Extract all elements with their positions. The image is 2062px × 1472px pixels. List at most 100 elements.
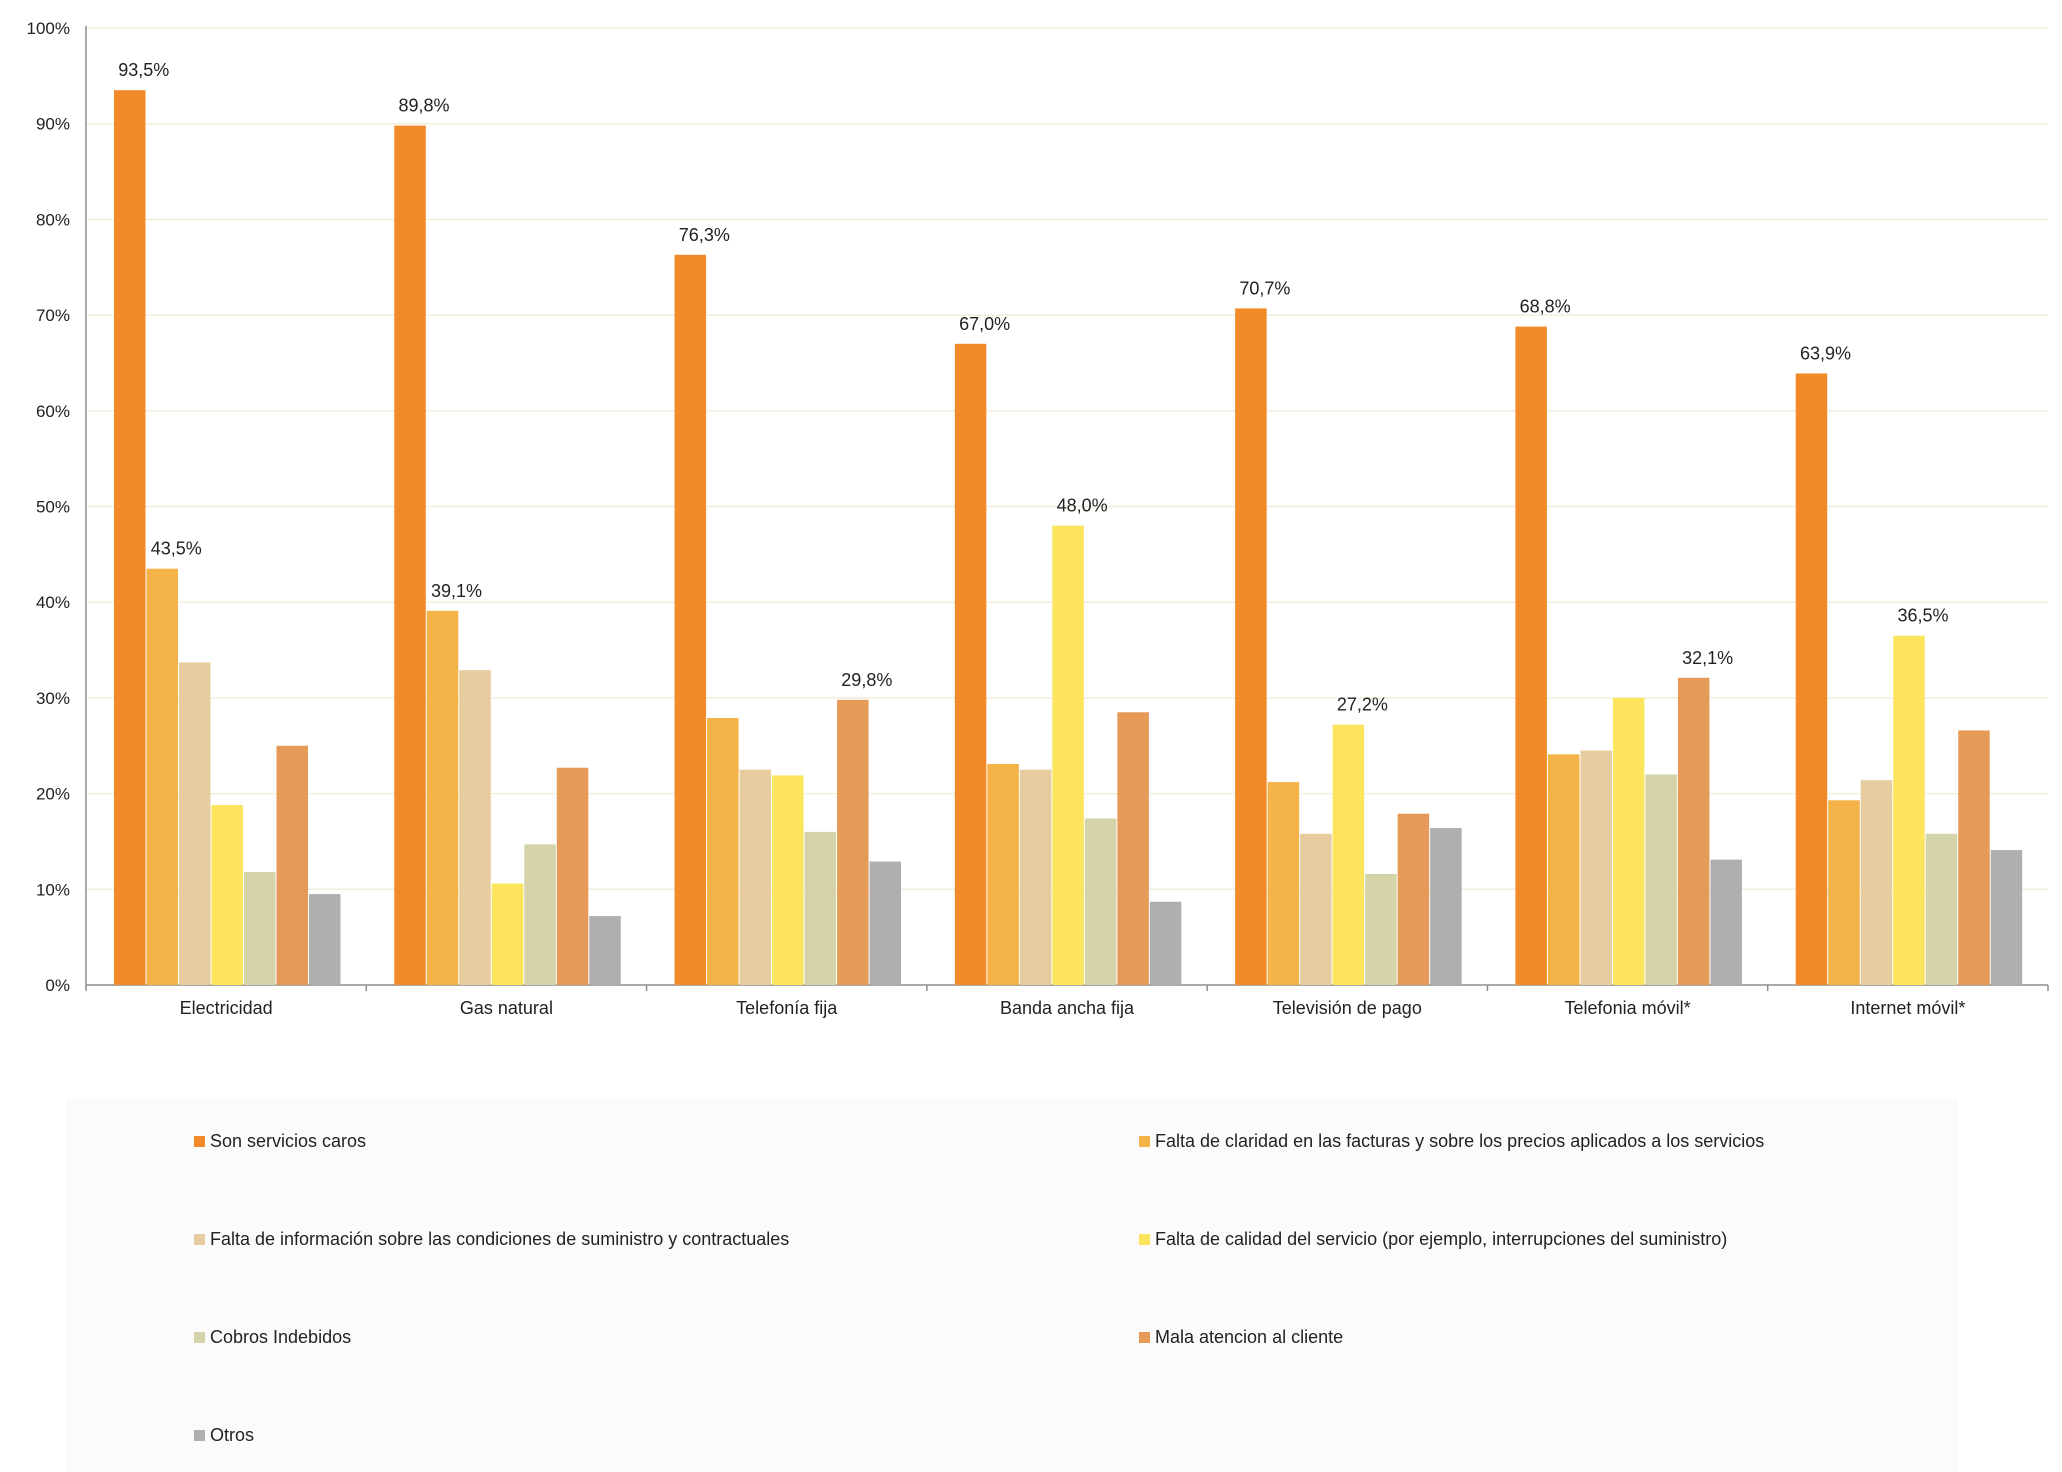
y-tick-label: 100% xyxy=(27,19,70,38)
data-label: 68,8% xyxy=(1520,297,1571,317)
legend-item: Falta de claridad en las facturas y sobr… xyxy=(1139,1131,1764,1152)
legend-item: Otros xyxy=(194,1425,254,1446)
legend-swatch xyxy=(194,1136,205,1147)
legend-item: Son servicios caros xyxy=(194,1131,366,1152)
bar xyxy=(1430,828,1462,985)
data-label: 39,1% xyxy=(431,581,482,601)
legend-swatch xyxy=(194,1234,205,1245)
legend-label: Son servicios caros xyxy=(210,1131,367,1151)
bar xyxy=(1710,859,1742,985)
legend-swatch xyxy=(1139,1234,1150,1245)
legend: Son servicios caros Falta de claridad en … xyxy=(66,1098,1958,1472)
bar xyxy=(309,894,341,985)
legend-swatch xyxy=(1139,1332,1150,1343)
data-label: 27,2% xyxy=(1337,695,1388,715)
data-label: 67,0% xyxy=(959,314,1010,334)
bar xyxy=(394,125,426,985)
bar xyxy=(1645,774,1677,985)
data-label: 93,5% xyxy=(118,60,169,80)
y-tick-label: 60% xyxy=(36,402,70,421)
bar xyxy=(1235,308,1267,985)
data-label: 63,9% xyxy=(1800,343,1851,363)
data-label: 43,5% xyxy=(151,539,202,559)
bar xyxy=(1149,901,1182,985)
bar-chart: 0% 10% 20% 30% 40% 50% 60% 70% 80% 90% 100% Electri… xyxy=(27,19,2049,1018)
bar xyxy=(276,745,308,985)
bar xyxy=(1795,373,1828,985)
bar xyxy=(674,254,707,985)
y-tick-label: 40% xyxy=(36,593,70,612)
bar xyxy=(524,844,556,985)
bar xyxy=(491,883,524,985)
legend-item: Cobros Indebidos xyxy=(194,1327,351,1348)
bar xyxy=(1860,780,1893,985)
bar xyxy=(589,916,621,985)
bar xyxy=(1828,800,1860,985)
bar xyxy=(556,767,589,985)
y-tick-label: 50% xyxy=(36,498,70,517)
legend-label: Falta de información sobre las condicion… xyxy=(210,1229,790,1249)
bar xyxy=(1580,750,1612,985)
bar xyxy=(211,805,243,985)
bar xyxy=(707,717,739,985)
bar xyxy=(1397,813,1430,985)
x-tick-label: Internet móvil* xyxy=(1850,998,1965,1018)
bar xyxy=(987,763,1019,985)
legend-swatch xyxy=(1139,1136,1150,1147)
bar xyxy=(1547,754,1580,985)
bar xyxy=(1958,730,1990,985)
y-tick-label: 80% xyxy=(36,210,70,229)
x-tick-label: Televisión de pago xyxy=(1273,998,1422,1018)
bar xyxy=(1084,818,1117,985)
legend-swatch xyxy=(194,1332,205,1343)
bar xyxy=(804,831,837,985)
bar xyxy=(739,769,772,985)
x-tick-label: Gas natural xyxy=(460,998,553,1018)
bar xyxy=(1267,782,1300,985)
data-label: 76,3% xyxy=(679,225,730,245)
legend-label: Falta de claridad en las facturas y sobr… xyxy=(1155,1131,1765,1151)
legend-item: Mala atencion al cliente xyxy=(1139,1327,1343,1348)
bar xyxy=(1117,712,1149,985)
legend-item: Falta de información sobre las condicion… xyxy=(194,1229,789,1250)
y-tick-label: 30% xyxy=(36,689,70,708)
bar xyxy=(1515,326,1547,986)
legend-swatch xyxy=(194,1430,205,1441)
bar xyxy=(1052,525,1084,985)
y-tick-label: 20% xyxy=(36,785,70,804)
x-tick-label: Electricidad xyxy=(180,998,273,1018)
y-tick-label: 70% xyxy=(36,306,70,325)
bar xyxy=(1332,724,1365,985)
x-tick-label: Banda ancha fija xyxy=(1000,998,1135,1018)
bar xyxy=(459,670,491,985)
data-label: 29,8% xyxy=(841,670,892,690)
bar xyxy=(772,775,804,985)
bar xyxy=(1612,697,1645,985)
x-tick-label: Telefonia móvil* xyxy=(1565,998,1691,1018)
bar xyxy=(426,610,459,985)
x-tick-label: Telefonía fija xyxy=(736,998,838,1018)
legend-label: Falta de calidad del servicio (por ejemp… xyxy=(1155,1229,1728,1249)
data-label: 70,7% xyxy=(1239,278,1290,298)
y-tick-label: 90% xyxy=(36,115,70,134)
bar xyxy=(954,343,987,985)
legend-label: Otros xyxy=(210,1425,255,1445)
bar xyxy=(1365,873,1397,985)
data-label: 48,0% xyxy=(1057,496,1108,516)
bar xyxy=(146,568,178,985)
bar xyxy=(869,861,902,985)
legend-label: Cobros Indebidos xyxy=(210,1327,352,1347)
data-label: 89,8% xyxy=(399,96,450,116)
y-tick-label: 10% xyxy=(36,880,70,899)
bar xyxy=(1893,635,1925,985)
bar xyxy=(1300,833,1332,985)
data-label: 36,5% xyxy=(1897,606,1948,626)
legend-item: Falta de calidad del servicio (por ejemp… xyxy=(1139,1229,1727,1250)
data-label: 32,1% xyxy=(1682,648,1733,668)
bar xyxy=(1990,850,2023,985)
bar xyxy=(1019,769,1052,985)
y-tick-label: 0% xyxy=(45,976,70,995)
bar xyxy=(837,699,869,985)
bar xyxy=(1925,833,1958,985)
